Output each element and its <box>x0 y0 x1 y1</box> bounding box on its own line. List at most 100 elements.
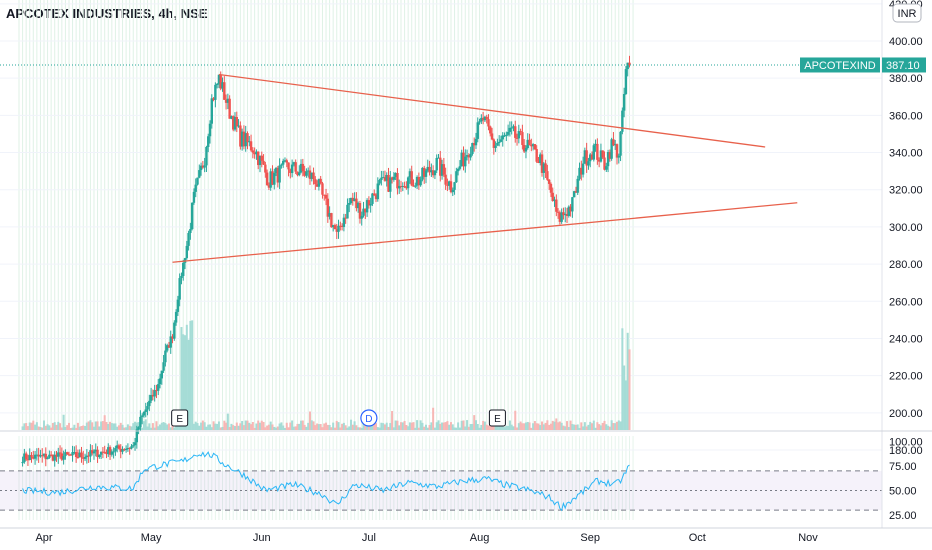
candle-body <box>130 446 133 449</box>
candle-body <box>308 170 312 179</box>
volume-bar <box>496 424 499 430</box>
candle-body <box>398 185 401 189</box>
candle-body <box>519 131 522 133</box>
candle-body <box>497 141 501 143</box>
candle-body <box>108 447 112 455</box>
candle-body <box>208 123 212 137</box>
candle-body <box>428 166 431 173</box>
volume-bar <box>192 423 195 430</box>
candle-body <box>476 122 479 139</box>
volume-bar <box>421 422 424 430</box>
candle-body <box>57 452 60 457</box>
volume-bar <box>448 424 451 430</box>
candle-body <box>178 278 181 300</box>
candle-body <box>401 186 404 188</box>
candle-body <box>233 116 237 130</box>
candle-body <box>60 453 64 460</box>
volume-bar <box>235 422 238 430</box>
volume-bar <box>549 423 552 430</box>
volume-bar <box>176 424 179 430</box>
volume-bar <box>437 420 440 430</box>
volume-bar <box>148 423 151 430</box>
candle-body <box>380 177 383 181</box>
trendlines[interactable] <box>0 64 882 263</box>
trendline[interactable] <box>218 73 766 148</box>
candle-body <box>199 165 203 171</box>
candle-body <box>353 198 356 202</box>
candle-body <box>456 168 460 172</box>
candle-body <box>535 149 538 162</box>
candle-body <box>264 164 267 173</box>
candle-body <box>556 211 560 213</box>
candle-body <box>551 192 554 202</box>
volume-bar <box>166 424 169 430</box>
volume-bar <box>519 421 522 430</box>
price-label-symbol-bg <box>800 57 880 73</box>
candle-body <box>90 450 94 454</box>
candle-body <box>89 450 92 457</box>
earnings-marker[interactable] <box>171 409 189 427</box>
earnings-marker[interactable] <box>488 409 506 427</box>
candle-body <box>132 445 135 447</box>
volume-bar <box>262 421 265 430</box>
candle-body <box>276 167 280 183</box>
currency-badge[interactable]: INR <box>892 3 922 23</box>
volume-bar <box>216 423 219 430</box>
candle-body <box>265 172 269 186</box>
volume-bar <box>89 420 92 430</box>
candle-body <box>53 454 56 461</box>
dividend-marker[interactable] <box>360 409 378 427</box>
price-label-value-bg <box>882 57 926 73</box>
candle-body <box>423 167 426 177</box>
candle-body <box>190 202 194 229</box>
volume-bar <box>280 422 283 430</box>
candle-body <box>365 200 369 213</box>
chart-title: APCOTEX INDUSTRIES, 4h, NSE <box>6 6 208 21</box>
volume-bar <box>385 422 388 430</box>
candle-body <box>608 152 612 159</box>
volume-bar <box>441 422 444 430</box>
candle-body <box>287 162 290 170</box>
candle-body <box>621 110 624 132</box>
candle-body <box>30 455 33 457</box>
candle-body <box>587 161 590 166</box>
candle-body <box>121 449 124 452</box>
time-tick-label: Apr <box>35 532 52 544</box>
time-tick-label: Jun <box>253 532 271 544</box>
volume-bar <box>460 420 463 430</box>
candle-body <box>539 154 542 163</box>
volume-bar <box>346 427 349 430</box>
candle-body <box>480 117 483 122</box>
volume-bar <box>576 424 579 430</box>
candle-body <box>439 157 442 176</box>
candle-body <box>358 203 362 219</box>
volume-bar <box>305 426 308 430</box>
candle-body <box>196 177 199 185</box>
candle-body <box>290 164 294 174</box>
candle-body <box>128 447 131 449</box>
candle-body <box>340 225 344 227</box>
candle-body <box>544 163 547 172</box>
volume-bar <box>573 424 576 430</box>
candle-body <box>292 162 296 165</box>
candle-body <box>521 132 524 145</box>
candle-body <box>490 133 494 140</box>
candle-body <box>583 150 587 164</box>
candle-body <box>421 167 424 180</box>
candle-body <box>460 152 463 167</box>
volume-bar <box>157 426 160 430</box>
candle-body <box>85 455 89 458</box>
volume-bar <box>171 424 174 430</box>
volume-bar <box>560 422 563 430</box>
candle-body <box>442 164 446 175</box>
volume-bar <box>314 425 317 430</box>
trendline[interactable] <box>172 202 798 263</box>
candle-body <box>506 131 510 135</box>
candle-body <box>362 208 365 216</box>
volume-bar <box>612 423 615 430</box>
candle-body <box>274 167 278 174</box>
rsi-tick-label: 25.00 <box>889 510 917 522</box>
